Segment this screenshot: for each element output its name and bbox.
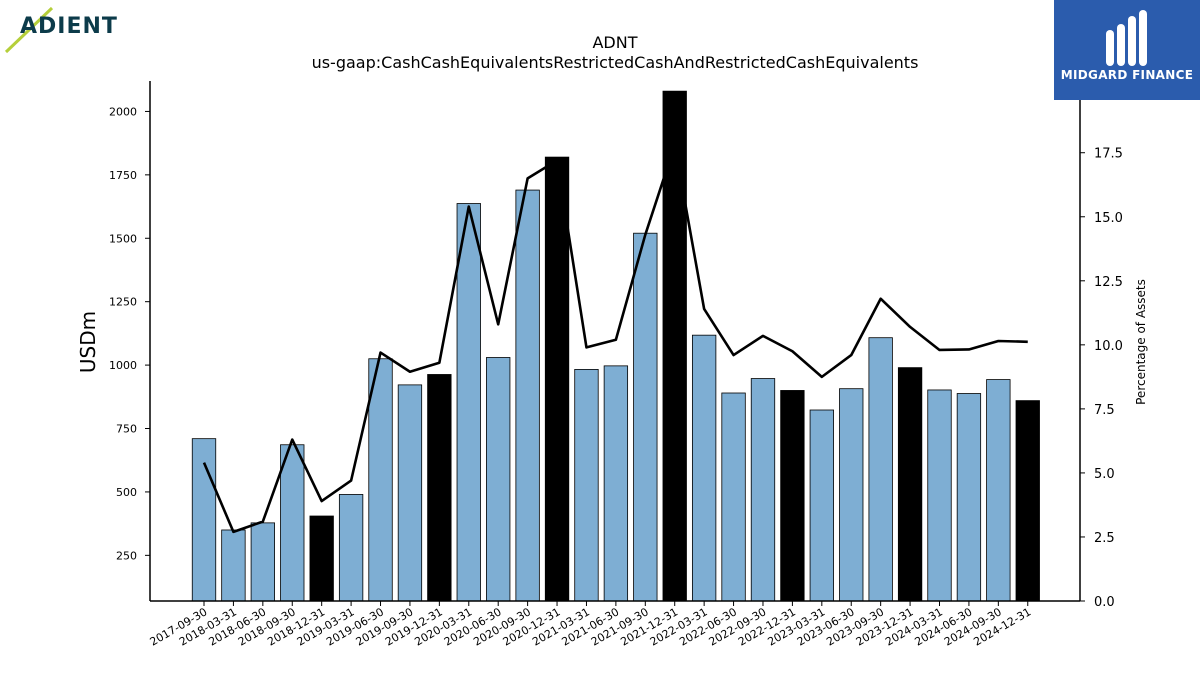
chart-title: ADNT bbox=[592, 33, 637, 52]
y-tick-label: 1250 bbox=[109, 296, 137, 309]
bar-2021-06-30 bbox=[603, 365, 629, 602]
midgard-logo-text: MIDGARD FINANCE bbox=[1060, 68, 1194, 82]
y2-tick-label: 2.5 bbox=[1094, 531, 1115, 546]
y-tick-label: 250 bbox=[116, 549, 137, 562]
chart-subtitle: us-gaap:CashCashEquivalentsRestrictedCas… bbox=[312, 53, 919, 72]
y2-tick-label: 17.5 bbox=[1094, 147, 1123, 162]
adient-logo: ADIENT bbox=[0, 0, 140, 60]
bar-2018-12-31 bbox=[309, 515, 334, 602]
line-group bbox=[202, 143, 1028, 534]
bar-2023-06-30 bbox=[839, 388, 864, 602]
bar-2019-09-30 bbox=[397, 384, 423, 602]
y2-tick-label: 10.0 bbox=[1094, 339, 1123, 354]
y2-tick-label: 12.5 bbox=[1094, 275, 1123, 290]
bar-2019-03-31 bbox=[338, 494, 364, 602]
y2-tick-label: 7.5 bbox=[1094, 403, 1115, 418]
bar-2019-12-31 bbox=[427, 374, 452, 602]
y-tick-label: 1500 bbox=[109, 232, 137, 245]
bar-2021-09-30 bbox=[633, 232, 658, 602]
y2-tick-label: 15.0 bbox=[1094, 211, 1123, 226]
bar-2020-03-31 bbox=[456, 203, 481, 602]
bar-2018-03-31 bbox=[221, 529, 246, 602]
bar-2020-06-30 bbox=[486, 357, 511, 602]
bar-2023-09-30 bbox=[868, 337, 893, 602]
y-tick-label: 750 bbox=[116, 423, 137, 436]
y-tick-label: 1000 bbox=[109, 359, 137, 372]
y-axis-label: USDm bbox=[76, 311, 100, 373]
bar-group bbox=[191, 90, 1040, 602]
bar-2020-09-30 bbox=[515, 189, 540, 602]
bar-2020-12-31 bbox=[544, 156, 570, 602]
adient-logo-text: ADIENT bbox=[20, 14, 118, 39]
bar-2018-06-30 bbox=[250, 522, 275, 602]
y-tick-label: 2000 bbox=[109, 105, 137, 118]
y-tick-label: 500 bbox=[116, 486, 137, 499]
bar-2022-06-30 bbox=[721, 392, 746, 602]
bar-2024-03-31 bbox=[927, 389, 952, 602]
bar-2023-03-31 bbox=[809, 409, 834, 602]
midgard-emblem-icon bbox=[1106, 10, 1147, 66]
bar-2019-06-30 bbox=[368, 358, 393, 602]
bar-2018-09-30 bbox=[280, 444, 305, 602]
y2-tick-label: 0.0 bbox=[1094, 595, 1115, 610]
percentage-line bbox=[202, 143, 1028, 534]
bar-2022-03-31 bbox=[691, 334, 717, 602]
y-tick-label: 1750 bbox=[109, 169, 137, 182]
y2-tick-label: 5.0 bbox=[1094, 467, 1115, 482]
bar-2022-12-31 bbox=[780, 390, 805, 602]
bar-2023-12-31 bbox=[897, 367, 923, 602]
y2-axis-label: Percentage of Assets bbox=[1134, 279, 1148, 405]
bar-2024-06-30 bbox=[956, 393, 982, 602]
midgard-finance-logo: MIDGARD FINANCE bbox=[1054, 0, 1200, 100]
bar-2024-09-30 bbox=[986, 379, 1011, 602]
bar-2022-09-30 bbox=[750, 378, 776, 602]
bar-2024-12-31 bbox=[1015, 400, 1040, 602]
bar-2021-03-31 bbox=[574, 369, 599, 602]
